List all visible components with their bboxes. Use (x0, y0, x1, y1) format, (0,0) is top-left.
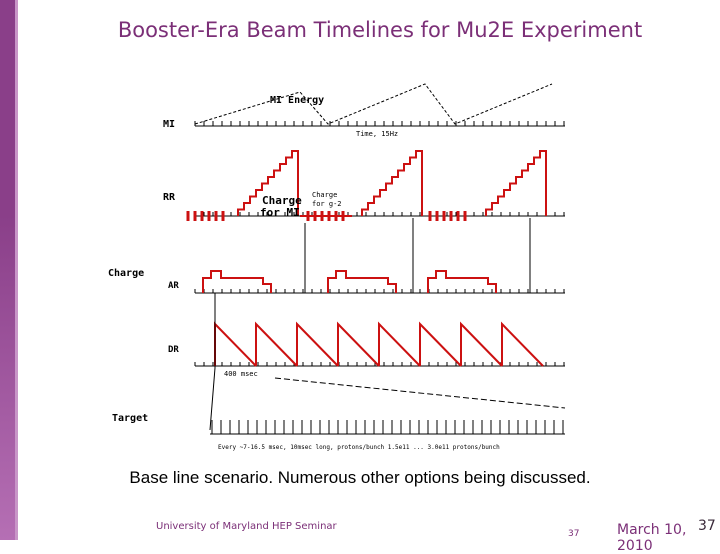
target-ticks (211, 420, 564, 434)
rr-stack-1 (237, 150, 299, 216)
charge-for-mi-label-2: for MI (260, 206, 300, 219)
target-note: Every ~7-16.5 msec, 10msec long, protons… (218, 444, 500, 451)
dr-sawtooth-5 (378, 321, 421, 367)
ar-pulse-1 (202, 270, 272, 293)
footer-seminar: University of Maryland HEP Seminar (156, 521, 337, 532)
row-label-dr: DR (168, 345, 179, 355)
row-label-mi: MI (163, 119, 175, 130)
projection-line-upper (274, 377, 566, 409)
dr-sawtooth-8 (501, 321, 544, 367)
row-label-rr: RR (163, 192, 176, 203)
dr-period-label: 400 msec (224, 370, 258, 378)
slide-title: Booster-Era Beam Timelines for Mu2E Expe… (117, 18, 643, 42)
rr-stack-3 (485, 150, 547, 216)
dr-sawtooth-2 (255, 321, 298, 367)
charge-for-g2-label-1: Charge (312, 191, 337, 199)
dr-sawtooth-7 (460, 321, 503, 367)
time-axis-label: Time, 15Hz (356, 130, 398, 138)
row-label-charge: Charge (108, 268, 144, 279)
rr-stack-2 (361, 150, 423, 216)
ar-ticks (194, 289, 565, 293)
sidebar-stripe (15, 0, 18, 540)
rr-batch-train-1 (186, 211, 225, 221)
row-label-ar: AR (168, 281, 179, 291)
dr-sawtooth-3 (296, 321, 339, 367)
footer-page-number: 37 (568, 529, 580, 539)
dr-sawtooth-4 (337, 321, 380, 367)
footer-slide-number: 37 (698, 518, 716, 534)
charge-for-mi-label-1: Charge (262, 194, 302, 207)
charge-for-g2-label-2: for g-2 (312, 200, 342, 208)
rr-batch-train-3 (428, 211, 467, 221)
ar-pulse-2 (327, 270, 397, 293)
projection-line-left (209, 367, 216, 431)
dr-ticks (194, 362, 565, 366)
row-label-target: Target (112, 413, 148, 424)
mi-ticks (194, 121, 565, 126)
slide-caption: Base line scenario. Numerous other optio… (129, 468, 591, 487)
sidebar-decoration (0, 0, 15, 540)
mi-energy-ramp (194, 83, 553, 125)
ar-pulse-3 (427, 270, 497, 293)
rr-ticks (194, 212, 565, 216)
mi-energy-label: MI Energy (270, 95, 324, 106)
dr-sawtooth-1 (214, 321, 257, 367)
dr-sawtooth-6 (419, 321, 462, 367)
